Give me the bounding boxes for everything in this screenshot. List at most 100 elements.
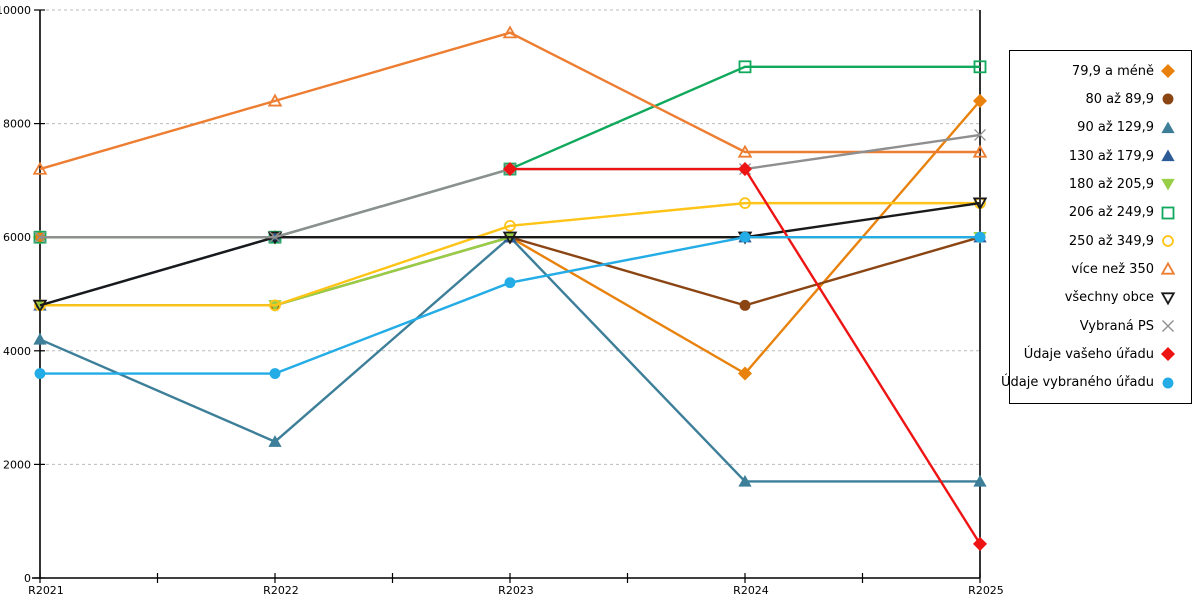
triangle-down-legend-icon [1161, 179, 1175, 191]
diamond-marker [1160, 347, 1176, 362]
legend-item: Údaje vybraného úřadu [1001, 371, 1191, 395]
series-line [39, 235, 980, 483]
x-marker [269, 231, 281, 244]
legend-item-label: 130 až 179,9 [1068, 148, 1154, 164]
x-marker [1162, 320, 1174, 333]
circle-marker [1162, 377, 1174, 389]
y-axis-label: 10000 [0, 4, 31, 17]
legend-item-label: 79,9 a méně [1071, 63, 1154, 79]
legend-item: více než 350 [1010, 257, 1191, 281]
circle-marker [739, 299, 751, 311]
legend-item-label: všechny obce [1064, 290, 1154, 306]
triangle-up-marker [32, 161, 48, 175]
legend-item: 250 až 349,9 [1010, 229, 1191, 253]
series-v-echny-obce [32, 197, 988, 313]
triangle-down-marker [972, 197, 988, 211]
triangle-up-marker [972, 144, 988, 158]
circle-marker [34, 368, 46, 379]
series-line [39, 31, 980, 171]
series-90-a-129-9 [33, 230, 987, 487]
series-line [510, 167, 982, 545]
triangle-down-marker [32, 299, 48, 313]
x-axis-label: R2022 [263, 584, 299, 597]
legend-item: Vybraná PS [1010, 314, 1191, 338]
series-line [40, 133, 981, 239]
triangle-up-marker [502, 25, 518, 39]
triangle-up-marker [1160, 262, 1176, 276]
circle-marker [269, 299, 281, 312]
series-line [40, 201, 980, 307]
legend-item-label: 206 až 249,9 [1068, 205, 1154, 221]
legend: 79,9 a méně 80 až 89,9 90 až 129,9 130 až 1… [1001, 50, 1192, 404]
diamond-legend-icon [1160, 347, 1176, 362]
circle-marker [1162, 94, 1174, 105]
triangle-up-marker [268, 435, 282, 447]
legend-item-label: Údaje vybraného úřadu [1000, 375, 1154, 391]
triangle-up-legend-icon [1161, 149, 1175, 162]
triangle-up-marker [267, 93, 283, 107]
triangle-up-marker [737, 144, 753, 158]
triangle-up-marker [1161, 149, 1175, 162]
y-axis-label: 4000 [3, 345, 31, 358]
series--daje-va-eho-adu [502, 162, 988, 551]
circle-marker [739, 197, 751, 209]
x-axis-label: R2023 [498, 584, 534, 597]
circle-marker [739, 231, 751, 243]
y-axis-label: 2000 [3, 458, 31, 471]
diamond-legend-icon [1160, 64, 1176, 79]
series-line [39, 201, 981, 307]
legend-item: 180 až 205,9 [1010, 172, 1191, 196]
circle-marker [974, 231, 986, 243]
legend-item: 80 až 89,9 [1010, 87, 1191, 111]
circle-marker [269, 368, 281, 379]
triangle-down-marker [1160, 292, 1176, 306]
square-marker [1161, 206, 1175, 220]
legend-item-label: 80 až 89,9 [1085, 91, 1154, 107]
legend-item-label: Údaje vašeho úřadu [1023, 346, 1154, 362]
circle-marker [1162, 235, 1174, 247]
triangle-up-marker [1161, 121, 1175, 133]
y-axis-label: 6000 [3, 231, 31, 244]
series-line [40, 235, 980, 307]
legend-item-label: 90 až 129,9 [1077, 120, 1154, 136]
x-marker [974, 129, 986, 141]
circle-marker [504, 277, 516, 289]
circle-marker [504, 219, 516, 232]
triangle-down-marker [1161, 179, 1175, 191]
triangle-down-marker [502, 231, 518, 245]
series-250-a-349-9 [34, 197, 986, 312]
x-marker [34, 231, 46, 244]
circle-legend-icon [1162, 94, 1174, 105]
legend-item: 90 až 129,9 [1010, 116, 1191, 140]
triangle-up-marker [973, 474, 987, 487]
series--daje-vybran-ho-adu [34, 231, 986, 379]
diamond-marker [972, 536, 988, 551]
triangle-up-marker [33, 332, 47, 345]
legend-item: 79,9 a méně [1010, 59, 1191, 83]
diamond-marker [1160, 64, 1176, 79]
square-marker [973, 60, 987, 74]
legend-item-label: více než 350 [1071, 261, 1154, 277]
diamond-marker [972, 93, 988, 108]
legend-item: 206 až 249,9 [1010, 201, 1191, 225]
triangle-up-marker [738, 474, 752, 487]
legend-item: všechny obce [1010, 286, 1191, 310]
square-marker [738, 60, 752, 74]
x-axis-label: R2024 [733, 584, 769, 597]
circle-legend-icon [1162, 377, 1174, 389]
series-line [40, 235, 981, 307]
triangle-up-legend-icon [1161, 121, 1175, 133]
x-legend-icon [1162, 320, 1174, 333]
circle-legend-icon [1162, 235, 1174, 247]
legend-item: Údaje vašeho úřadu [1010, 342, 1191, 366]
square-legend-icon [1161, 206, 1175, 220]
y-axis-label: 8000 [3, 118, 31, 131]
series-v-ce-ne-350 [32, 25, 988, 175]
legend-item: 130 až 179,9 [1010, 144, 1191, 168]
triangle-up-legend-icon [1160, 262, 1176, 276]
triangle-down-legend-icon [1160, 292, 1176, 306]
legend-item-label: 250 až 349,9 [1068, 233, 1154, 249]
series-line [39, 235, 980, 307]
